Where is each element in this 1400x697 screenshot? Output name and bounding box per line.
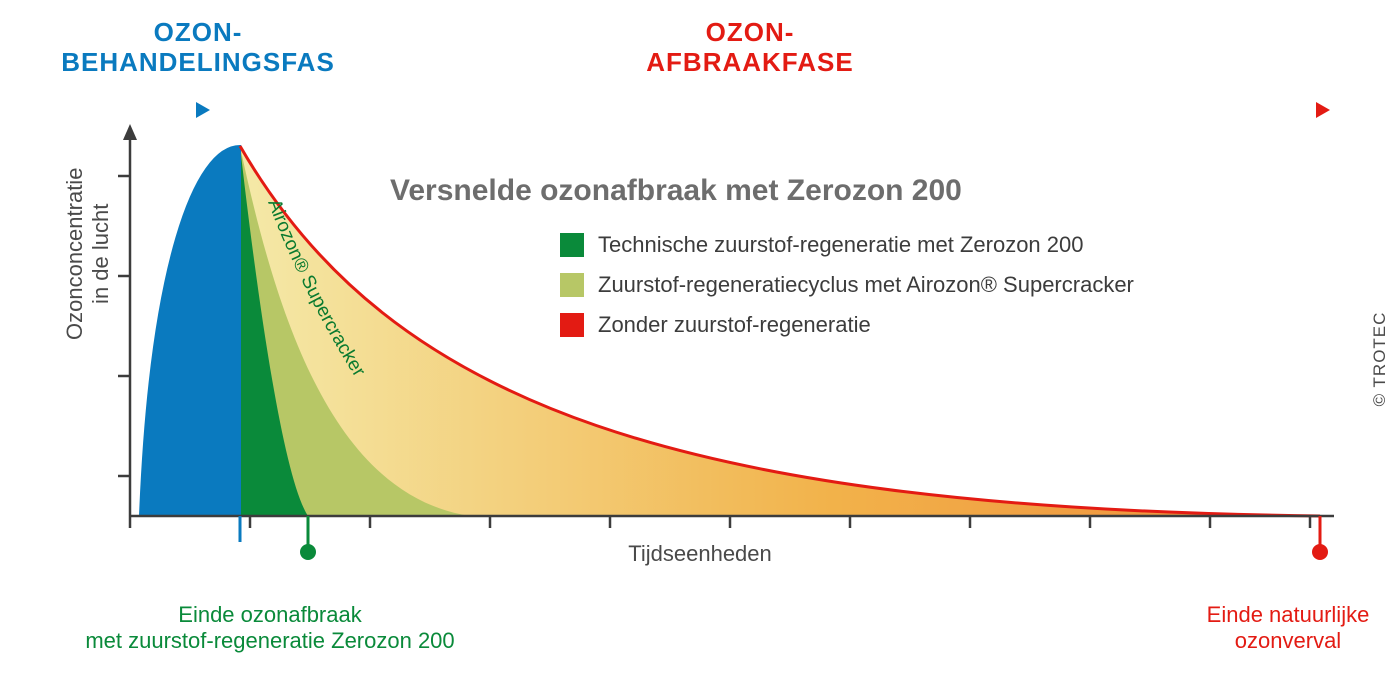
- marker-natural-line2: ozonverval: [1235, 628, 1341, 653]
- marker-natural-line1: Einde natuurlijke: [1207, 602, 1370, 627]
- legend-swatch: [560, 273, 584, 297]
- legend-label: Zonder zuurstof-regeneratie: [598, 312, 871, 338]
- chart-title: Versnelde ozonafbraak met Zerozon 200: [390, 174, 962, 208]
- phase-label-treatment: OZON- BEHANDELINGSFAS: [48, 18, 348, 78]
- y-axis-label: Ozonconcentratie in de lucht: [62, 168, 114, 340]
- phase-arrow-svg: [90, 98, 1350, 122]
- phase-breakdown-line2: AFBRAAKFASE: [646, 47, 853, 77]
- phase-arrow: [90, 98, 1350, 122]
- phase-breakdown-line1: OZON-: [706, 17, 795, 47]
- markers: [240, 516, 1328, 560]
- legend-label: Technische zuurstof-regeneratie met Zero…: [598, 232, 1083, 258]
- y-axis-label-line2: in de lucht: [88, 204, 113, 304]
- marker-label-natural: Einde natuurlijke ozonverval: [1178, 602, 1398, 655]
- y-axis-label-line1: Ozonconcentratie: [62, 168, 87, 340]
- legend-item: Technische zuurstof-regeneratie met Zero…: [560, 232, 1134, 258]
- legend-swatch: [560, 233, 584, 257]
- series-treatment: [140, 146, 240, 516]
- legend-item: Zonder zuurstof-regeneratie: [560, 312, 1134, 338]
- legend-item: Zuurstof-regeneratiecyclus met Airozon® …: [560, 272, 1134, 298]
- marker-label-zerozon: Einde ozonafbraak met zuurstof-regenerat…: [60, 602, 480, 655]
- marker-zerozon-line1: Einde ozonafbraak: [178, 602, 361, 627]
- phase-label-breakdown: OZON- AFBRAAKFASE: [600, 18, 900, 78]
- legend: Technische zuurstof-regeneratie met Zero…: [560, 232, 1134, 352]
- phase-treatment-line2: BEHANDELINGSFAS: [61, 47, 335, 77]
- copyright: © TROTEC: [1370, 311, 1390, 406]
- legend-label: Zuurstof-regeneratiecyclus met Airozon® …: [598, 272, 1134, 298]
- marker-zerozon-line2: met zuurstof-regeneratie Zerozon 200: [85, 628, 454, 653]
- chart-svg: Airozon® Supercracker: [130, 146, 1334, 566]
- x-axis-label: Tijdseenheden: [628, 541, 772, 567]
- phase-treatment-line1: OZON-: [154, 17, 243, 47]
- legend-swatch: [560, 313, 584, 337]
